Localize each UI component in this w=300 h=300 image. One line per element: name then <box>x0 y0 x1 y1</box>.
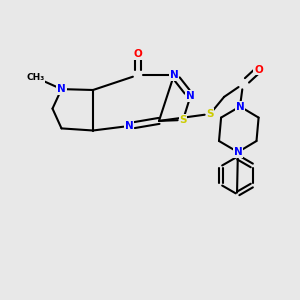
Text: O: O <box>254 64 263 75</box>
Text: N: N <box>233 147 242 157</box>
Text: N: N <box>236 101 244 112</box>
Text: N: N <box>186 91 195 101</box>
Text: S: S <box>179 115 187 125</box>
Text: N: N <box>57 84 66 94</box>
Text: N: N <box>124 121 134 131</box>
Text: S: S <box>206 109 214 119</box>
Text: N: N <box>169 70 178 80</box>
Text: CH₃: CH₃ <box>26 73 44 82</box>
Text: O: O <box>134 49 142 59</box>
